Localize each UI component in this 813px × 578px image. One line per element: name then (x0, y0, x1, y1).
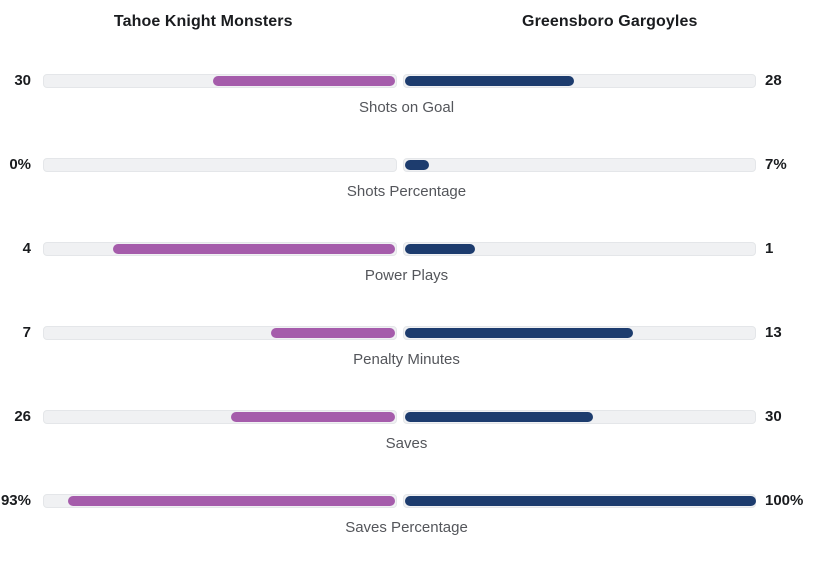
left-bar-fill (113, 244, 394, 254)
left-team-value: 26 (0, 410, 31, 424)
left-team-value: 30 (0, 74, 31, 88)
right-bar-fill (405, 496, 757, 506)
stat-label: Penalty Minutes (0, 351, 813, 368)
team-name-left: Tahoe Knight Monsters (0, 13, 407, 31)
right-team-value: 100% (765, 494, 813, 508)
left-bar-fill (68, 496, 395, 506)
stat-label: Power Plays (0, 267, 813, 284)
right-bar-track (403, 410, 757, 424)
left-team-value: 7 (0, 326, 31, 340)
left-bar-track (43, 158, 397, 172)
right-bar-fill (405, 412, 593, 422)
team-name-right: Greensboro Gargoyles (407, 13, 813, 31)
comparison-bar: 0% 7% (0, 158, 813, 172)
stat-label: Shots on Goal (0, 99, 813, 116)
right-bar-track (403, 326, 757, 340)
left-bar-fill (271, 328, 394, 338)
right-bar-track (403, 158, 757, 172)
comparison-bar: 93% 100% (0, 494, 813, 508)
stat-label: Saves Percentage (0, 519, 813, 536)
left-bar-fill (213, 76, 395, 86)
stat-row-shots-percentage: 0% 7% Shots Percentage (0, 158, 813, 242)
right-bar-fill (405, 76, 575, 86)
left-team-value: 0% (0, 158, 31, 172)
stat-row-saves-percentage: 93% 100% Saves Percentage (0, 494, 813, 578)
right-bar-fill (405, 244, 475, 254)
right-bar-track (403, 74, 757, 88)
comparison-bar: 7 13 (0, 326, 813, 340)
stat-row-saves: 26 30 Saves (0, 410, 813, 494)
stat-label: Shots Percentage (0, 183, 813, 200)
left-bar-track (43, 494, 397, 508)
stat-row-shots-on-goal: 30 28 Shots on Goal (0, 74, 813, 158)
comparison-bar: 30 28 (0, 74, 813, 88)
comparison-bar: 26 30 (0, 410, 813, 424)
right-bar-track (403, 494, 757, 508)
stat-row-power-plays: 4 1 Power Plays (0, 242, 813, 326)
right-team-value: 7% (765, 158, 813, 172)
right-team-value: 30 (765, 410, 813, 424)
comparison-bar: 4 1 (0, 242, 813, 256)
left-team-value: 93% (0, 494, 31, 508)
left-bar-track (43, 326, 397, 340)
right-bar-track (403, 242, 757, 256)
right-bar-fill (405, 160, 430, 170)
team-header-row: Tahoe Knight Monsters Greensboro Gargoyl… (0, 0, 813, 31)
stat-row-penalty-minutes: 7 13 Penalty Minutes (0, 326, 813, 410)
left-bar-fill (231, 412, 394, 422)
left-team-value: 4 (0, 242, 31, 256)
stat-label: Saves (0, 435, 813, 452)
right-team-value: 13 (765, 326, 813, 340)
left-bar-track (43, 242, 397, 256)
right-bar-fill (405, 328, 633, 338)
left-bar-track (43, 74, 397, 88)
right-team-value: 1 (765, 242, 813, 256)
left-bar-track (43, 410, 397, 424)
stats-comparison-list: 30 28 Shots on Goal 0% 7% Shots Percenta… (0, 74, 813, 578)
right-team-value: 28 (765, 74, 813, 88)
